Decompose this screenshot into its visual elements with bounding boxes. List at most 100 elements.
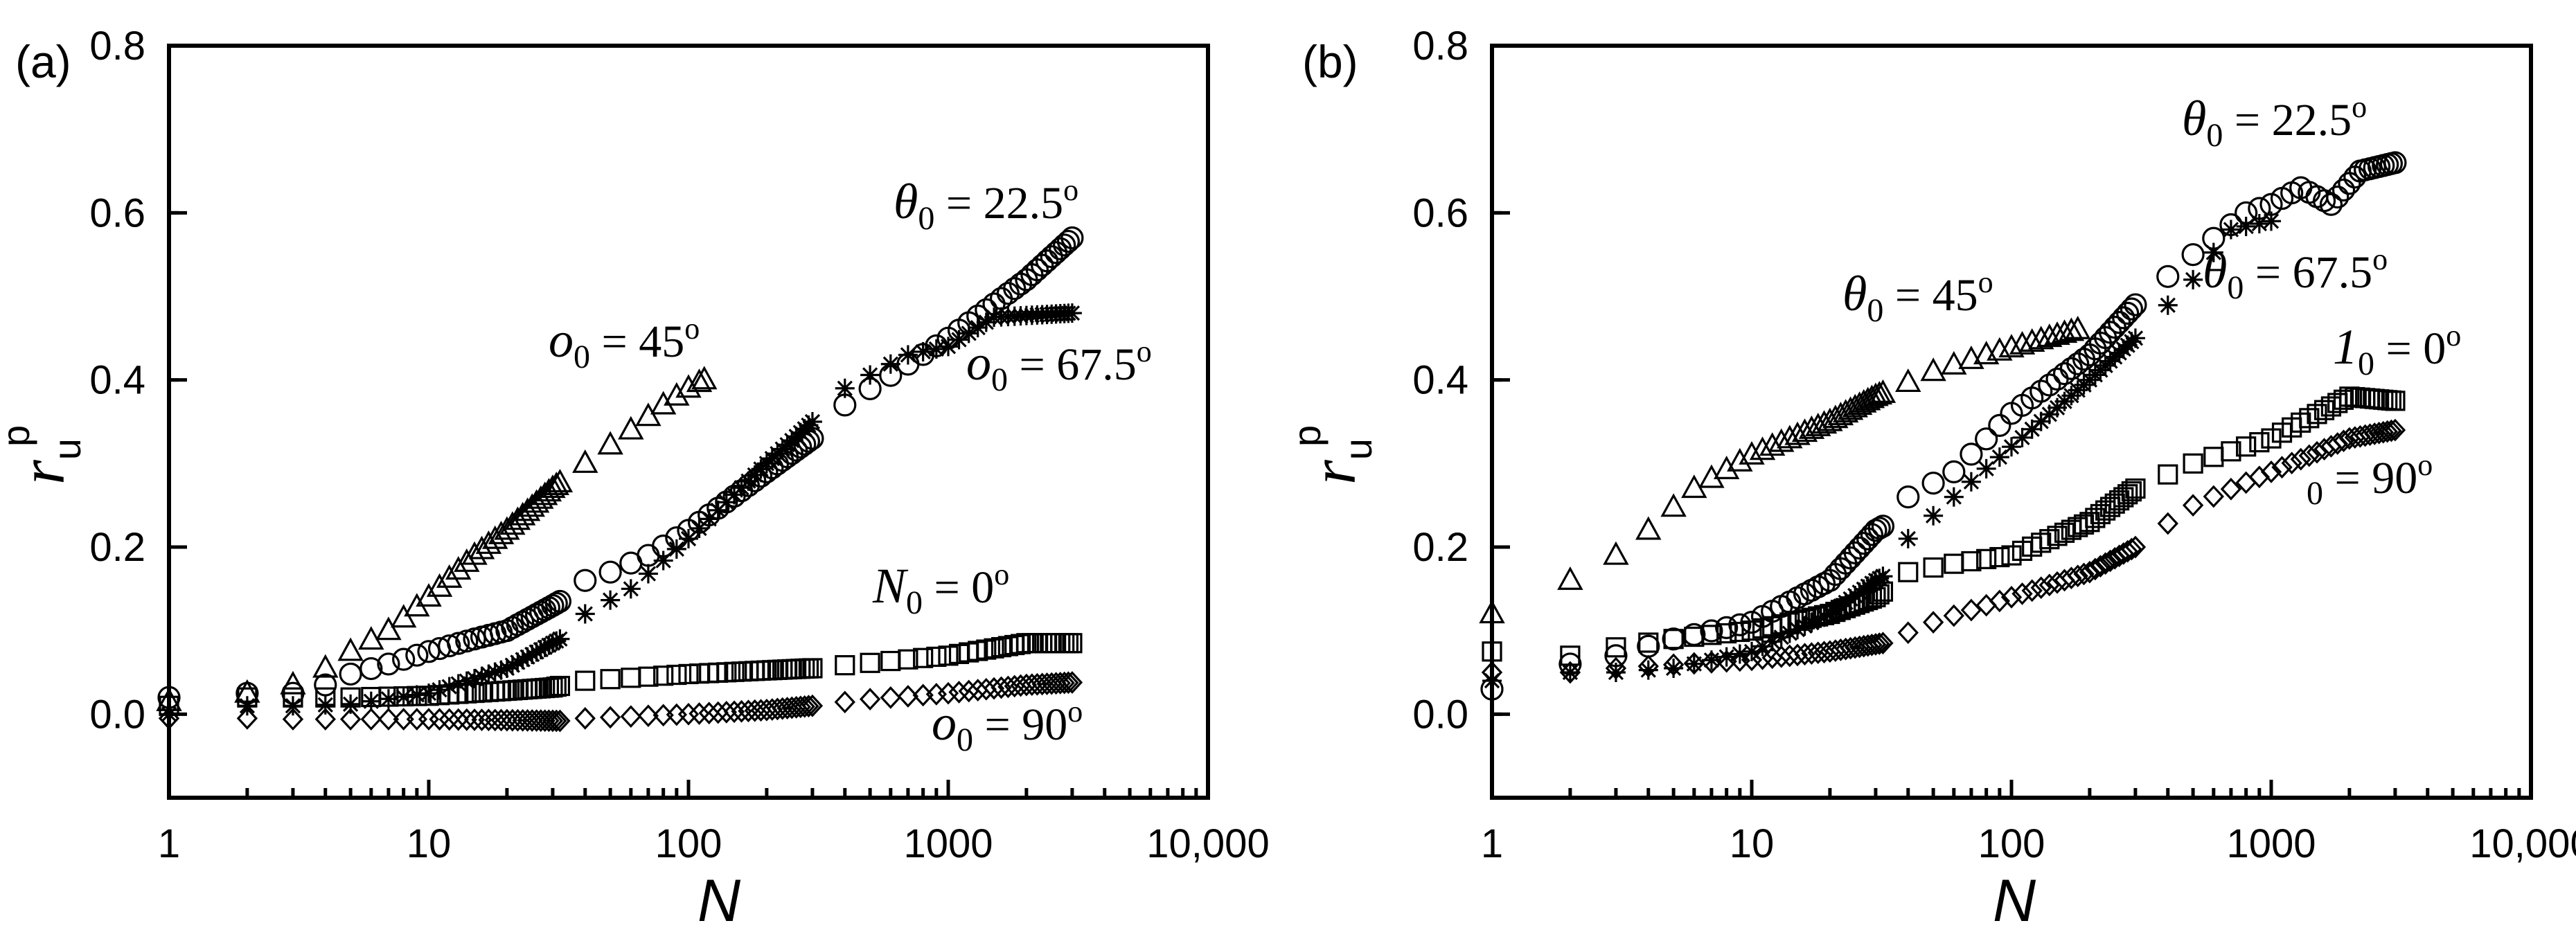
data-point-asterisk <box>1989 447 2009 467</box>
data-point-asterisk <box>666 539 686 559</box>
data-point-diamond <box>2298 444 2320 467</box>
data-point-diamond <box>1605 656 1627 680</box>
data-point-diamond <box>1015 673 1038 697</box>
panel-label: (b) <box>1302 36 1358 87</box>
series-triangle <box>1479 315 2091 624</box>
data-point-square <box>2158 464 2178 485</box>
data-point-circle <box>2181 243 2205 267</box>
data-point-triangle <box>445 556 472 580</box>
data-point-triangle <box>543 472 569 496</box>
data-point-circle <box>1035 249 1059 273</box>
data-point-diamond <box>698 701 720 725</box>
data-point-circle <box>1700 619 1723 643</box>
data-point-triangle <box>2036 323 2063 348</box>
data-point-triangle <box>1958 346 1984 369</box>
data-point-triangle <box>1941 350 1967 375</box>
data-point-circle <box>1637 634 1660 658</box>
data-point-diamond <box>1027 672 1048 696</box>
data-point-asterisk <box>1976 458 1996 479</box>
y-axis-title: rup <box>0 425 89 485</box>
data-point-diamond <box>377 708 400 731</box>
data-point-asterisk <box>2022 419 2042 439</box>
data-point-asterisk <box>725 485 745 505</box>
data-point-diamond <box>2281 451 2302 475</box>
data-point-triangle <box>280 670 306 695</box>
panel-b: (b) rup N 1 10 100 1000 10,000 0.0 0.2 0.4 0.6 0.… <box>1285 24 2576 934</box>
data-point-circle <box>1056 229 1080 253</box>
data-point-triangle <box>1660 493 1687 517</box>
data-point-triangle <box>509 501 536 526</box>
data-point-diamond <box>2384 418 2406 442</box>
data-point-triangle <box>691 366 718 390</box>
data-point-square <box>2236 436 2257 457</box>
data-point-diamond <box>429 708 450 731</box>
data-point-diamond <box>406 708 428 731</box>
data-point-asterisk <box>522 645 542 665</box>
series-square <box>1482 386 2406 666</box>
data-point-asterisk <box>716 492 736 512</box>
data-point-triangle <box>2058 317 2085 341</box>
data-point-triangle <box>1603 541 1629 565</box>
data-point-triangle <box>1832 399 1859 423</box>
data-point-square <box>750 660 772 681</box>
x-tick-label: 1 <box>1481 821 1503 866</box>
annotation-theta-0: N0 = 0o <box>872 557 1009 621</box>
data-point-asterisk <box>237 696 257 716</box>
data-point-asterisk <box>880 354 900 374</box>
data-point-asterisk <box>2031 411 2051 431</box>
y-tick-label: 0.0 <box>89 692 145 737</box>
data-point-square <box>1482 641 1502 662</box>
data-point-square <box>2203 447 2224 467</box>
data-point-triangle <box>1635 516 1662 540</box>
data-point-triangle <box>664 382 690 406</box>
data-point-triangle <box>1739 440 1765 465</box>
data-point-square <box>549 675 571 697</box>
data-point-triangle <box>454 548 480 572</box>
data-point-diamond <box>2333 429 2354 453</box>
data-point-asterisk <box>1752 636 1773 656</box>
data-point-asterisk <box>535 637 555 657</box>
data-point-square <box>575 670 596 691</box>
data-point-diamond <box>2090 555 2111 578</box>
data-point-square <box>926 646 947 668</box>
data-point-asterisk <box>491 660 511 680</box>
x-axis-title: N <box>698 868 741 934</box>
data-point-circle <box>1871 515 1895 538</box>
data-point-triangle <box>1998 334 2025 358</box>
data-point-circle <box>2116 301 2140 325</box>
data-point-diamond <box>2021 579 2043 602</box>
data-point-asterisk <box>2236 216 2256 236</box>
data-point-asterisk <box>835 378 855 398</box>
data-point-asterisk <box>1779 623 1800 643</box>
data-point-asterisk <box>508 652 528 672</box>
data-point-circle <box>1921 472 1945 495</box>
data-point-asterisk <box>860 365 880 385</box>
data-point-diamond <box>574 707 596 730</box>
data-point-diamond <box>2260 460 2282 483</box>
data-point-asterisk <box>708 500 728 520</box>
data-point-square <box>490 681 512 701</box>
data-point-diamond <box>1700 651 1723 674</box>
data-point-asterisk <box>1814 607 1834 627</box>
data-point-triangle <box>2028 325 2054 350</box>
data-point-diamond <box>2377 420 2398 443</box>
data-point-square <box>938 645 959 666</box>
data-point-diamond <box>834 690 855 714</box>
data-point-asterisk <box>456 671 477 691</box>
data-point-triangle <box>572 449 598 473</box>
series-diamond <box>1481 418 2406 684</box>
series-asterisk <box>159 303 1082 724</box>
data-point-diamond <box>2121 537 2142 561</box>
data-point-circle <box>2052 362 2077 386</box>
data-point-triangle <box>337 637 364 661</box>
data-point-asterisk <box>575 604 595 624</box>
data-point-diamond <box>689 702 710 725</box>
data-point-square <box>1062 633 1083 654</box>
y-tick-label: 0.6 <box>1412 190 1468 235</box>
data-point-square <box>1663 629 1684 650</box>
data-point-square <box>600 669 621 690</box>
data-point-asterisk <box>2125 328 2145 348</box>
data-point-circle <box>1060 226 1084 250</box>
data-point-asterisk <box>361 691 381 711</box>
data-point-diamond <box>1683 652 1705 675</box>
